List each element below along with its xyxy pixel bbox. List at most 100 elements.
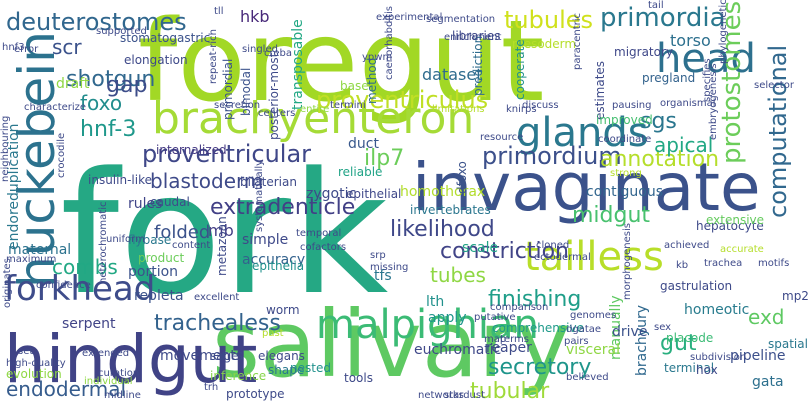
word: fork bbox=[60, 136, 388, 332]
word: accuracy bbox=[242, 252, 305, 268]
word: epithelia bbox=[252, 259, 304, 273]
word: past bbox=[262, 328, 284, 339]
word: method bbox=[365, 58, 379, 104]
word: internalized bbox=[156, 143, 227, 157]
word: primordium bbox=[482, 142, 622, 170]
word: mp2 bbox=[782, 289, 808, 303]
word: proventriculus bbox=[316, 86, 488, 114]
word: deuterostomes bbox=[6, 8, 187, 36]
word: selector bbox=[754, 80, 795, 91]
word: sage bbox=[210, 349, 239, 363]
word: manually bbox=[608, 295, 624, 360]
word: primordia bbox=[600, 3, 726, 33]
word: embryogenesis bbox=[708, 63, 719, 140]
word: termini bbox=[330, 100, 366, 111]
word: hkb bbox=[240, 7, 270, 26]
word: proventricular bbox=[142, 140, 311, 168]
word: limitations bbox=[432, 104, 485, 115]
word: spatial bbox=[768, 337, 808, 351]
word: primordial bbox=[221, 59, 235, 120]
word: achieved bbox=[664, 240, 709, 251]
word: epithelial bbox=[346, 187, 401, 201]
word: metazoan bbox=[215, 216, 229, 276]
word: organismal bbox=[660, 98, 716, 109]
word: ilp7 bbox=[364, 146, 404, 171]
word: secretory bbox=[488, 355, 591, 380]
word: homeotic bbox=[684, 302, 749, 318]
word: cooperate bbox=[513, 39, 527, 100]
word: experimental bbox=[376, 12, 442, 23]
word: neighbouring bbox=[0, 116, 11, 182]
word: segmentation bbox=[426, 14, 495, 25]
word: dfoxo bbox=[455, 161, 469, 194]
word: endodermal bbox=[6, 377, 126, 401]
word: networks bbox=[418, 390, 464, 401]
word: placode bbox=[666, 331, 713, 345]
word: supported bbox=[96, 26, 147, 37]
word: strong bbox=[610, 168, 642, 179]
word: individual bbox=[84, 376, 133, 387]
word: simple bbox=[242, 232, 288, 248]
word: terms bbox=[500, 334, 529, 345]
word: maternal bbox=[8, 242, 71, 258]
word: sgs bbox=[640, 109, 677, 134]
word: base bbox=[340, 79, 369, 93]
word: drive bbox=[612, 324, 647, 340]
word: cofactors bbox=[300, 242, 346, 253]
word: foxo bbox=[80, 91, 122, 115]
word: apply bbox=[428, 310, 467, 326]
word: stomatogastric bbox=[120, 31, 210, 45]
word: error bbox=[14, 44, 39, 55]
word: tools bbox=[344, 371, 373, 385]
word: tubular bbox=[470, 379, 550, 404]
word: pairs bbox=[564, 336, 589, 347]
word: gut bbox=[660, 331, 697, 356]
word: hnf3 bbox=[2, 42, 25, 53]
word: flybase bbox=[128, 233, 171, 247]
word: libraries bbox=[452, 29, 500, 43]
word: gata bbox=[752, 374, 784, 390]
word: knirps bbox=[506, 104, 537, 115]
word: improved bbox=[596, 113, 653, 127]
word: glands bbox=[516, 110, 649, 156]
word: tailless bbox=[524, 234, 664, 280]
word: computational bbox=[764, 45, 792, 218]
word: paracentric bbox=[572, 13, 583, 70]
word: content bbox=[172, 240, 210, 251]
word: portion bbox=[128, 264, 178, 280]
word: inference bbox=[210, 369, 266, 383]
word: shotgun bbox=[66, 67, 155, 92]
word: high-quality bbox=[6, 358, 66, 369]
word: contiguous bbox=[586, 184, 663, 200]
word: duct bbox=[348, 136, 379, 152]
word: migratory bbox=[614, 45, 673, 59]
word: extradenticle bbox=[210, 195, 355, 220]
word: curation bbox=[98, 368, 139, 379]
word: midgut bbox=[572, 203, 650, 228]
word: trachea bbox=[704, 258, 742, 269]
word: folded bbox=[154, 222, 210, 243]
word: tfs bbox=[374, 268, 392, 284]
word: torso bbox=[670, 31, 711, 50]
word: scale bbox=[462, 240, 498, 256]
word: apical bbox=[654, 133, 713, 157]
word: set bbox=[18, 346, 33, 357]
word: gastrulation bbox=[660, 279, 732, 293]
word: trachealess bbox=[154, 311, 281, 336]
word: product bbox=[138, 251, 184, 265]
word: pregland bbox=[642, 71, 695, 85]
word: motifs bbox=[758, 258, 789, 269]
word: foregut bbox=[138, 0, 544, 127]
word: uniform bbox=[106, 234, 145, 245]
word: believed bbox=[566, 372, 609, 383]
word: malpighian bbox=[316, 302, 539, 348]
word: elongation bbox=[124, 53, 188, 67]
word: combs bbox=[52, 255, 118, 279]
word: maximum bbox=[6, 254, 56, 265]
word: exd bbox=[748, 305, 784, 329]
word: entire bbox=[300, 104, 329, 115]
word: insulin-like bbox=[88, 173, 152, 187]
word: comprehensive bbox=[492, 321, 584, 335]
